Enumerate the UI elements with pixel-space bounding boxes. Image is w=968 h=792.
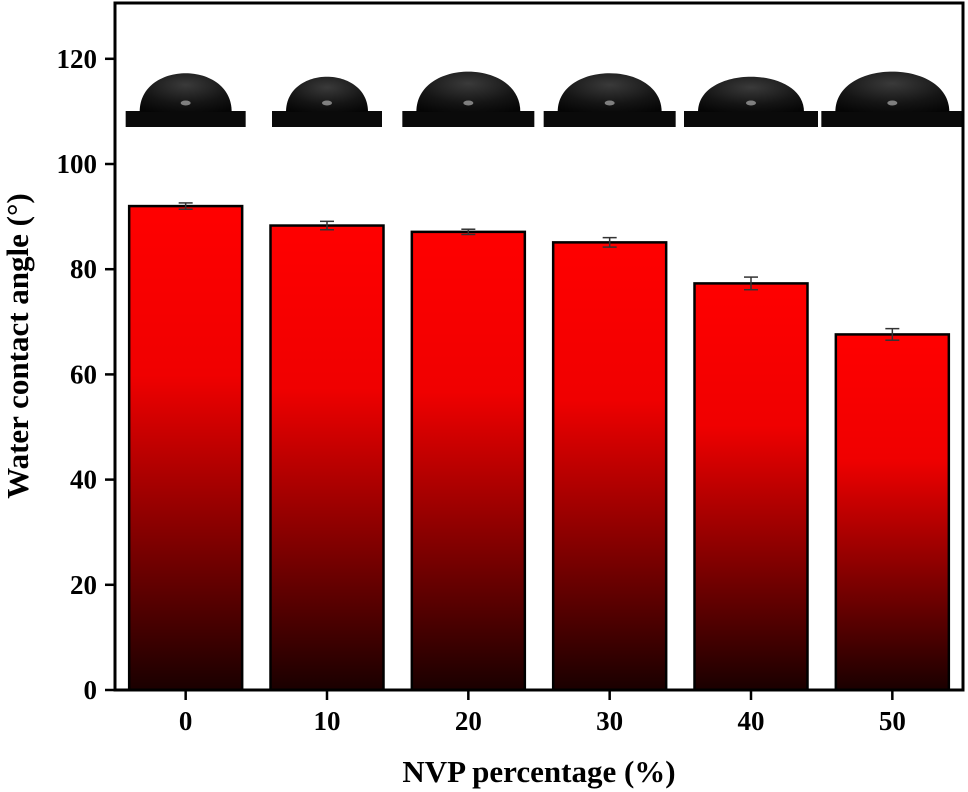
bar-50 (834, 333, 951, 692)
plot-frame (113, 1, 965, 692)
y-tick-label: 60 (70, 359, 97, 389)
x-axis-title: NVP percentage (%) (402, 754, 675, 789)
error-bar-30 (602, 236, 617, 248)
error-bars (178, 202, 900, 341)
droplet-image-20 (402, 71, 535, 127)
error-bar-10 (320, 220, 334, 231)
bar-30 (551, 241, 668, 692)
x-tick-label: 30 (596, 706, 623, 736)
x-tick-label: 0 (179, 706, 193, 736)
bar-40 (693, 282, 809, 692)
y-tick-label: 80 (70, 254, 97, 284)
x-axis: 0 10 20 30 40 50 (179, 690, 906, 736)
x-tick-label: 50 (879, 706, 906, 736)
droplet-image-0 (125, 73, 246, 127)
y-axis-title: Water contact angle (°) (0, 193, 35, 498)
droplet-image-40 (684, 76, 818, 127)
x-tick-label: 20 (455, 706, 482, 736)
x-tick-label: 40 (738, 706, 765, 736)
bar-0 (127, 204, 244, 692)
droplet-image-50 (821, 71, 964, 127)
y-axis: 0 20 40 60 80 100 120 (57, 44, 115, 705)
y-tick-label: 120 (57, 44, 98, 74)
y-tick-label: 40 (70, 465, 97, 495)
y-tick-label: 20 (70, 570, 97, 600)
droplet-images (125, 71, 964, 127)
y-tick-label: 0 (84, 675, 98, 705)
error-bar-0 (178, 202, 193, 210)
bar-20 (410, 230, 527, 692)
bars (127, 204, 951, 692)
bar-10 (269, 224, 385, 692)
droplet-image-10 (272, 76, 382, 127)
error-bar-40 (744, 276, 758, 291)
droplet-image-30 (543, 73, 676, 127)
y-tick-label: 100 (57, 149, 98, 179)
x-tick-label: 10 (314, 706, 341, 736)
error-bar-50 (885, 327, 900, 341)
error-bar-20 (461, 228, 476, 236)
